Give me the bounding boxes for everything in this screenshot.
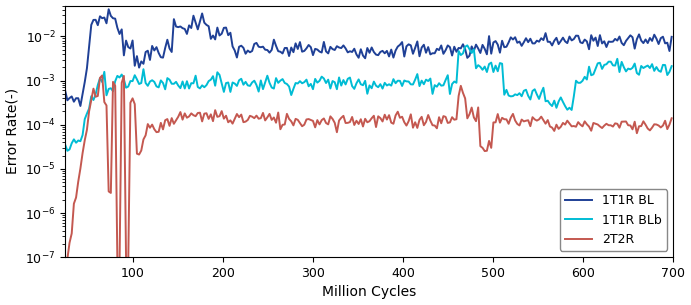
- 1T1R BL: [357, 48, 365, 51]
- Line: 2T2R: 2T2R: [65, 75, 672, 266]
- Y-axis label: Error Rate(-): Error Rate(-): [6, 88, 19, 174]
- 1T1R BLb: [565, 106, 574, 109]
- 1T1R BLb: [61, 143, 69, 146]
- 1T1R BL: [668, 35, 676, 39]
- 2T2R: [354, 122, 363, 126]
- 2T2R: [567, 124, 576, 128]
- 2T2R: [563, 119, 571, 123]
- 1T1R BLb: [668, 64, 676, 68]
- 2T2R: [409, 126, 417, 130]
- 1T1R BL: [61, 89, 69, 93]
- 1T1R BLb: [409, 83, 417, 86]
- 2T2R: [98, 74, 106, 77]
- 2T2R: [668, 117, 676, 120]
- 1T1R BL: [104, 7, 113, 11]
- 2T2R: [157, 121, 165, 125]
- 1T1R BL: [565, 35, 574, 38]
- Legend: 1T1R BL, 1T1R BLb, 2T2R: 1T1R BL, 1T1R BLb, 2T2R: [560, 189, 668, 251]
- 1T1R BL: [411, 46, 419, 50]
- 2T2R: [61, 264, 69, 268]
- Line: 1T1R BLb: 1T1R BLb: [65, 45, 672, 151]
- 1T1R BL: [439, 52, 448, 56]
- 1T1R BLb: [157, 79, 165, 82]
- 1T1R BLb: [463, 44, 471, 47]
- 1T1R BLb: [63, 149, 71, 152]
- 1T1R BLb: [437, 84, 446, 88]
- 2T2R: [437, 121, 446, 125]
- Line: 1T1R BL: 1T1R BL: [65, 9, 672, 106]
- 1T1R BL: [76, 104, 84, 108]
- X-axis label: Million Cycles: Million Cycles: [322, 285, 417, 300]
- 1T1R BLb: [354, 77, 363, 81]
- 1T1R BL: [159, 56, 167, 59]
- 1T1R BLb: [569, 95, 578, 98]
- 1T1R BL: [569, 37, 578, 41]
